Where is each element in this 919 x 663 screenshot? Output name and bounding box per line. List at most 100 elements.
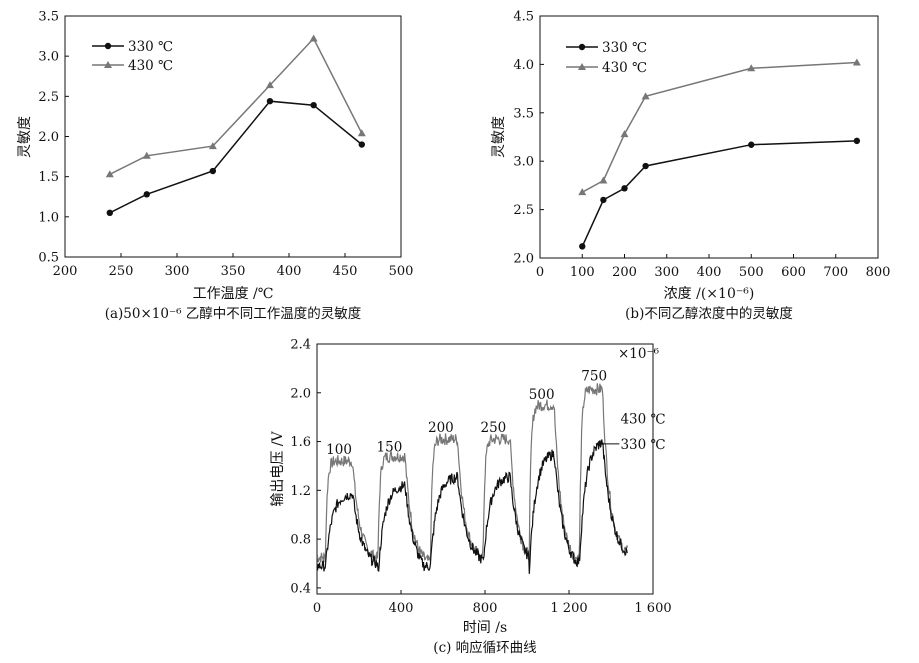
chart-c-series-label: 430 ℃	[620, 411, 665, 427]
chart-a-caption: (a)50×10⁻⁶ 乙醇中不同工作温度的灵敏度	[105, 305, 362, 322]
legend-b-label-430: 430 ℃	[602, 60, 647, 76]
chart-a-series-0-point	[358, 141, 365, 148]
chart-b-ytick-label: 4.0	[513, 58, 534, 73]
chart-c-pulse-label: 500	[529, 387, 555, 403]
chart-c-pulse-label: 750	[581, 369, 607, 385]
chart-b: 0 100 200 300 400 500 600 700 800 2.0 2.5 3.0 3.5 4.0…	[491, 10, 890, 323]
chart-c-xtick-label: 800	[473, 601, 498, 616]
chart-a-series-1-line	[109, 37, 363, 175]
chart-a-xlabel: 工作温度 /℃	[193, 286, 274, 302]
chart-b-series-0-point	[600, 196, 607, 204]
chart-c-xtick-label: 1 200	[550, 601, 587, 616]
chart-a-series-1-point	[105, 170, 114, 178]
chart-c-unit-note: ×10⁻⁶	[618, 346, 660, 362]
chart-c-xtick-label: 400	[389, 601, 414, 616]
chart-c-ytick-label: 2.4	[290, 338, 311, 353]
chart-a-series-0-point	[266, 97, 274, 105]
chart-b-xtick-label: 800	[866, 265, 891, 280]
chart-c-ytick-label: 1.6	[290, 435, 311, 450]
chart-c-pulse-label: 150	[377, 439, 403, 455]
chart-b-ylabel: 灵敏度	[491, 116, 507, 158]
chart-a-ylabel: 灵敏度	[17, 116, 33, 158]
legend-a-label-330: 330 ℃	[128, 39, 173, 55]
chart-b-series-0-point	[621, 185, 628, 192]
chart-b-xtick-label: 700	[823, 265, 848, 280]
chart-b-series-0-point	[642, 162, 649, 170]
chart-b-xtick-label: 300	[654, 265, 679, 280]
chart-a-series-0-point	[106, 209, 114, 217]
chart-a-ytick-label: 3.0	[38, 50, 59, 65]
chart-c-ytick-label: 1.2	[290, 484, 311, 499]
chart-c-pulse-label: 250	[481, 420, 507, 436]
chart-a-ytick-label: 1.5	[38, 170, 59, 185]
chart-a-xtick-label: 250	[109, 264, 134, 279]
chart-a-ytick-label: 1.0	[38, 210, 59, 225]
chart-b-series-1-point	[747, 64, 756, 72]
chart-a-series-0-line	[109, 100, 363, 214]
chart-b-ytick-label: 2.5	[513, 203, 534, 218]
legend-b-marker-430	[578, 63, 586, 70]
chart-b-caption: (b)不同乙醇浓度中的灵敏度	[625, 305, 793, 322]
chart-a-ytick-label: 2.5	[38, 90, 59, 105]
chart-b-series-1-point	[641, 92, 650, 100]
chart-a-series-1-point	[265, 81, 274, 89]
legend-a-label-430: 430 ℃	[128, 58, 173, 74]
chart-b-xtick-label: 200	[612, 265, 637, 280]
chart-b-legend: 330 ℃ 430 ℃	[566, 40, 647, 76]
chart-a-series-1-point	[357, 129, 366, 137]
chart-a-frame	[64, 15, 402, 258]
chart-c: 0 400 800 1 200 1 600 0.4 0.8 1.2 1.6 2.0 2.4 430 …	[270, 338, 672, 657]
chart-c-pulse-label: 200	[428, 420, 454, 436]
chart-c-xtick-label: 0	[313, 601, 321, 616]
chart-a-series-0-point	[143, 191, 150, 198]
legend-b-marker-330	[578, 43, 586, 51]
chart-b-xtick-label: 400	[697, 265, 722, 280]
chart-a-xtick-label: 350	[221, 264, 246, 279]
chart-b-series-0-point	[853, 137, 861, 145]
chart-b-series-1-point	[852, 58, 861, 66]
chart-b-series-0-point	[579, 243, 586, 250]
chart-c-ytick-label: 0.8	[290, 533, 311, 548]
chart-a-xtick-label: 500	[389, 264, 414, 279]
chart-b-ytick-label: 3.5	[513, 106, 534, 121]
legend-a-marker-430	[104, 61, 112, 68]
chart-a-ytick-label: 3.5	[38, 10, 59, 25]
chart-b-xtick-label: 100	[570, 265, 595, 280]
chart-b-ytick-label: 4.5	[513, 10, 534, 25]
chart-b-series-1-line	[581, 61, 857, 193]
chart-b-xlabel: 浓度 /(×10⁻⁶)	[664, 286, 755, 302]
chart-b-xtick-label: 0	[536, 265, 544, 280]
chart-a-xtick-label: 200	[53, 264, 78, 279]
chart-b-series-1-point	[578, 188, 587, 196]
legend-a-marker-330	[104, 42, 112, 50]
chart-a-ytick-label: 2.0	[38, 130, 59, 145]
chart-c-ytick-label: 0.4	[290, 581, 311, 596]
chart-b-series-0-line	[581, 140, 857, 247]
chart-a-xtick-label: 400	[277, 264, 302, 279]
chart-b-frame	[539, 15, 879, 259]
chart-a-series-0-point	[310, 101, 317, 109]
chart-b-xtick-label: 600	[781, 265, 806, 280]
chart-b-xtick-label: 500	[739, 265, 764, 280]
chart-a-legend: 330 ℃ 430 ℃	[92, 39, 173, 74]
chart-b-series-1-point	[620, 130, 629, 138]
chart-b-series-1-point	[599, 176, 608, 184]
chart-a-series-1-point	[309, 34, 318, 42]
chart-c-ylabel: 输出电压 /V	[270, 430, 286, 506]
chart-b-ytick-label: 2.0	[513, 252, 534, 267]
chart-b-ytick-label: 3.0	[513, 155, 534, 170]
chart-a-series-0-point	[209, 167, 217, 175]
chart-a-xtick-label: 300	[165, 264, 190, 279]
chart-b-series-0-point	[748, 141, 755, 148]
chart-a-series-1-point	[208, 142, 217, 150]
chart-a-series-1-point	[142, 151, 151, 159]
chart-c-arrow-head	[595, 440, 602, 447]
chart-a-xtick-label: 450	[333, 264, 358, 279]
chart-c-xlabel: 时间 /s	[463, 620, 507, 636]
chart-c-xtick-label: 1 600	[634, 601, 671, 616]
legend-b-label-330: 330 ℃	[602, 40, 647, 56]
chart-c-ytick-label: 2.0	[290, 386, 311, 401]
chart-c-pulse-label: 100	[326, 442, 352, 458]
